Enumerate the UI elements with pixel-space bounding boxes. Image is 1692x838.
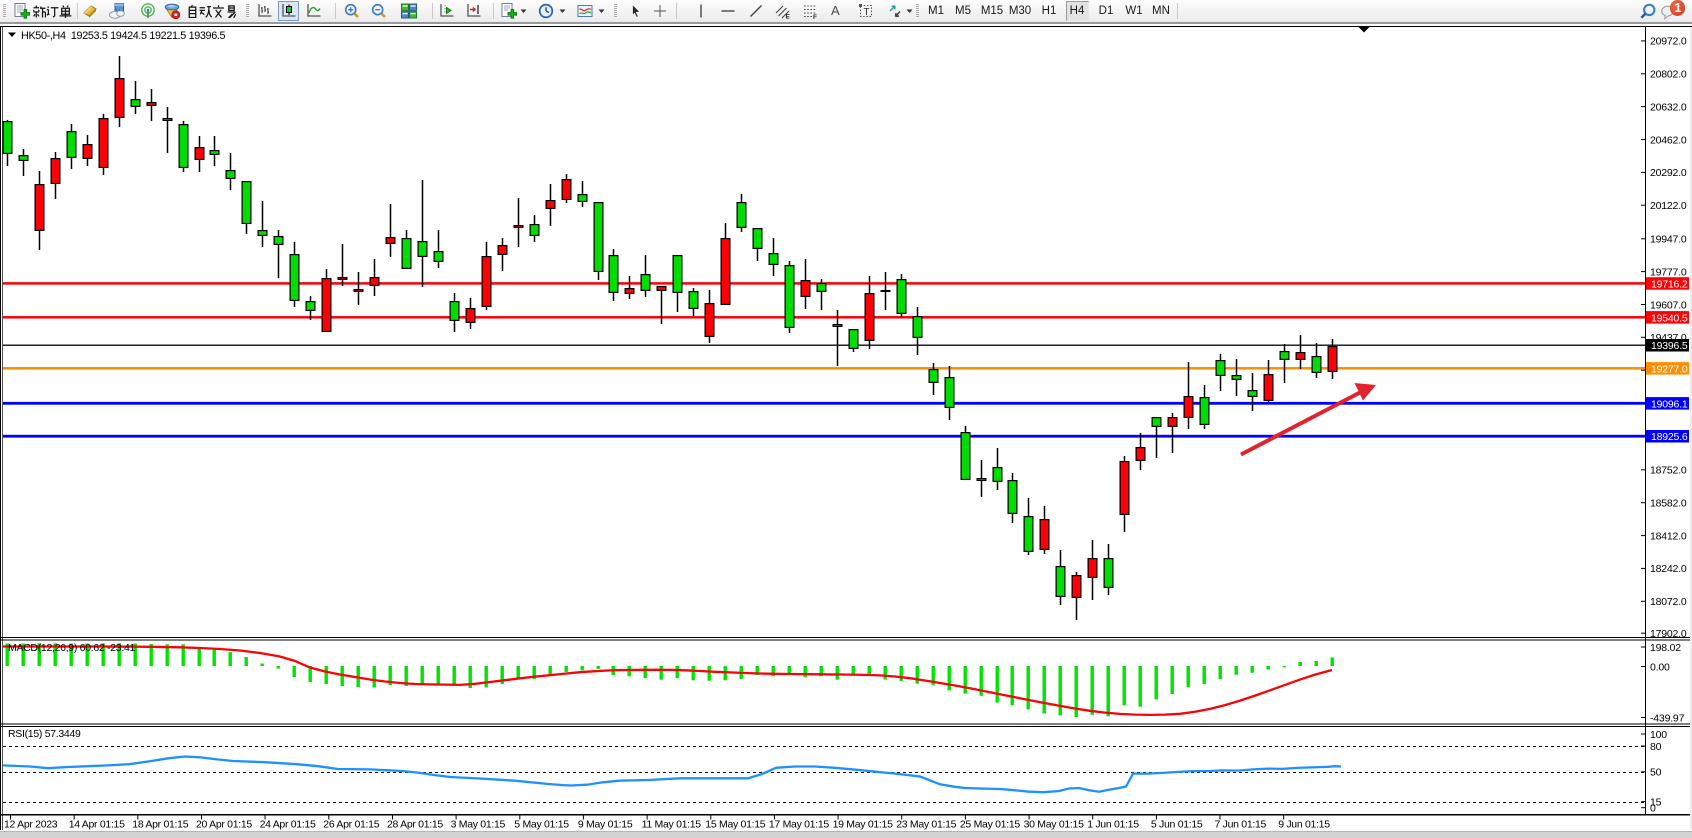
svg-text:20122.0: 20122.0 bbox=[1650, 200, 1687, 212]
svg-text:MACD(12,26,9) 60.62 -23.41: MACD(12,26,9) 60.62 -23.41 bbox=[8, 642, 135, 654]
svg-text:19716.2: 19716.2 bbox=[1651, 278, 1688, 290]
svg-text:15 May 01:15: 15 May 01:15 bbox=[705, 819, 765, 831]
svg-text:F: F bbox=[813, 14, 817, 19]
svg-text:24 Apr 01:15: 24 Apr 01:15 bbox=[260, 819, 316, 831]
svg-text:19277.0: 19277.0 bbox=[1651, 363, 1688, 375]
svg-text:26 Apr 01:15: 26 Apr 01:15 bbox=[323, 819, 379, 831]
svg-text:20802.0: 20802.0 bbox=[1650, 69, 1687, 81]
svg-text:1 Jun 01:15: 1 Jun 01:15 bbox=[1087, 819, 1139, 831]
svg-text:14 Apr 01:15: 14 Apr 01:15 bbox=[69, 819, 125, 831]
svg-text:9 Jun 01:15: 9 Jun 01:15 bbox=[1278, 819, 1330, 831]
svg-text:25 May 01:15: 25 May 01:15 bbox=[960, 819, 1020, 831]
svg-text:18072.0: 18072.0 bbox=[1650, 596, 1687, 608]
svg-text:19 May 01:15: 19 May 01:15 bbox=[833, 819, 893, 831]
svg-text:9 May 01:15: 9 May 01:15 bbox=[578, 819, 633, 831]
svg-text:12 Apr 2023: 12 Apr 2023 bbox=[4, 819, 58, 831]
svg-text:T: T bbox=[864, 7, 870, 18]
svg-text:20 Apr 01:15: 20 Apr 01:15 bbox=[196, 819, 252, 831]
svg-text:E: E bbox=[786, 14, 791, 20]
svg-text:20462.0: 20462.0 bbox=[1650, 134, 1687, 146]
svg-text:19607.0: 19607.0 bbox=[1650, 299, 1687, 311]
svg-text:18242.0: 18242.0 bbox=[1650, 563, 1687, 575]
svg-text:198.02: 198.02 bbox=[1650, 642, 1681, 654]
svg-text:17902.0: 17902.0 bbox=[1650, 628, 1687, 640]
svg-text:100: 100 bbox=[1650, 729, 1667, 741]
svg-text:0: 0 bbox=[1650, 803, 1656, 815]
svg-text:80: 80 bbox=[1650, 741, 1662, 753]
svg-text:17 May 01:15: 17 May 01:15 bbox=[769, 819, 829, 831]
svg-text:7 Jun 01:15: 7 Jun 01:15 bbox=[1215, 819, 1267, 831]
svg-text:18925.6: 18925.6 bbox=[1651, 431, 1688, 443]
svg-text:30 May 01:15: 30 May 01:15 bbox=[1024, 819, 1084, 831]
svg-text:23 May 01:15: 23 May 01:15 bbox=[896, 819, 956, 831]
svg-text:20292.0: 20292.0 bbox=[1650, 167, 1687, 179]
svg-text:19096.1: 19096.1 bbox=[1651, 398, 1688, 410]
svg-text:RSI(15) 57.3449: RSI(15) 57.3449 bbox=[8, 728, 81, 740]
svg-text:5 Jun 01:15: 5 Jun 01:15 bbox=[1151, 819, 1203, 831]
svg-text:0.00: 0.00 bbox=[1650, 661, 1670, 673]
svg-text:11 May 01:15: 11 May 01:15 bbox=[642, 819, 702, 831]
svg-text:19947.0: 19947.0 bbox=[1650, 234, 1687, 246]
svg-text:-439.97: -439.97 bbox=[1650, 712, 1685, 724]
svg-text:18582.0: 18582.0 bbox=[1650, 498, 1687, 510]
svg-text:5 May 01:15: 5 May 01:15 bbox=[514, 819, 569, 831]
svg-text:50: 50 bbox=[1650, 767, 1662, 779]
svg-text:3 May 01:15: 3 May 01:15 bbox=[451, 819, 506, 831]
svg-text:18752.0: 18752.0 bbox=[1650, 465, 1687, 477]
svg-text:19540.5: 19540.5 bbox=[1651, 312, 1688, 324]
svg-text:28 Apr 01:15: 28 Apr 01:15 bbox=[387, 819, 443, 831]
svg-text:20632.0: 20632.0 bbox=[1650, 101, 1687, 113]
svg-text:18 Apr 01:15: 18 Apr 01:15 bbox=[132, 819, 188, 831]
svg-text:HK50-,H4 19253.5 19424.5 1922: HK50-,H4 19253.5 19424.5 19221.5 19396.5 bbox=[21, 30, 226, 42]
svg-text:15: 15 bbox=[1650, 797, 1662, 809]
svg-text:20972.0: 20972.0 bbox=[1650, 36, 1687, 48]
svg-text:18412.0: 18412.0 bbox=[1650, 530, 1687, 542]
svg-text:19777.0: 19777.0 bbox=[1650, 266, 1687, 278]
svg-text:19396.5: 19396.5 bbox=[1651, 340, 1688, 352]
